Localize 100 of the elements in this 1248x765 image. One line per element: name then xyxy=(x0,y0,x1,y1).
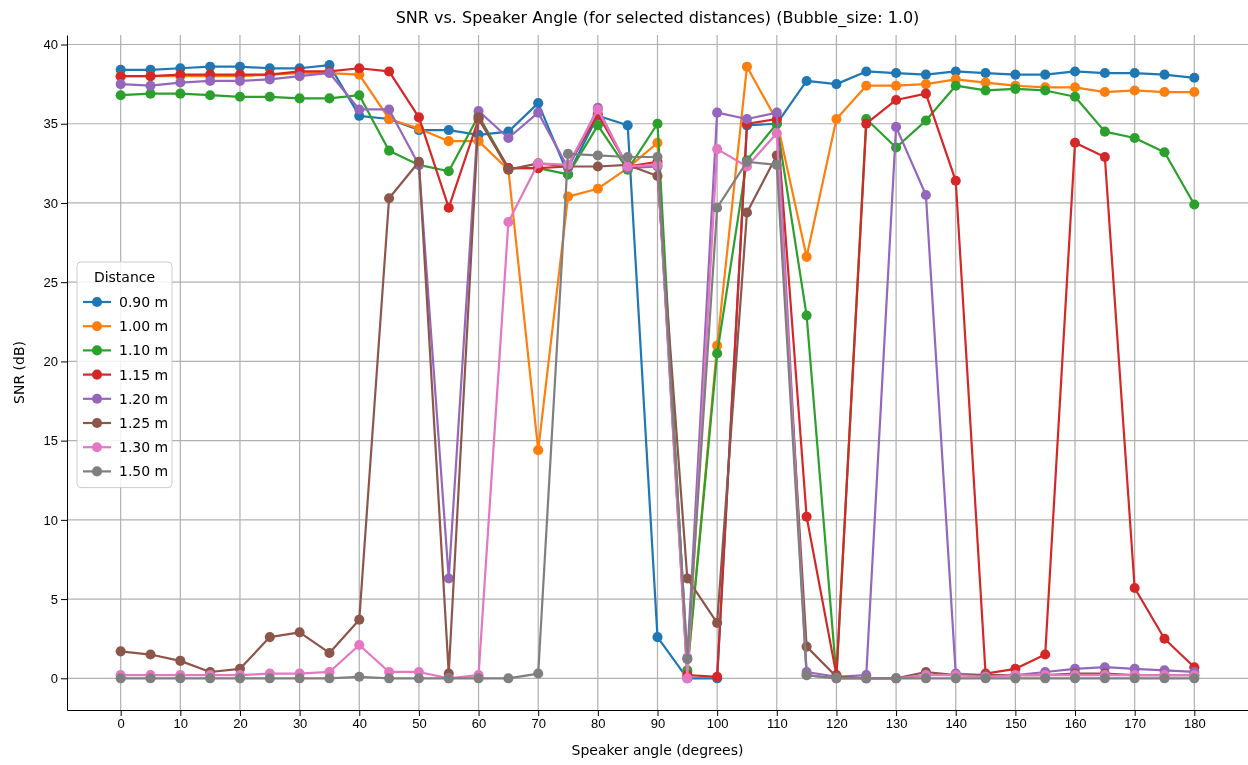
point xyxy=(264,632,275,643)
point xyxy=(443,202,454,213)
point xyxy=(1040,649,1051,660)
point xyxy=(1189,87,1200,98)
point xyxy=(145,80,156,91)
point xyxy=(712,348,723,359)
legend-label: 1.25 m xyxy=(119,415,169,431)
point xyxy=(115,90,126,101)
point xyxy=(384,673,395,684)
point xyxy=(503,673,514,684)
point xyxy=(354,640,365,651)
point xyxy=(443,573,454,584)
x-tick-label: 90 xyxy=(650,716,666,732)
point xyxy=(801,75,812,86)
x-tick-label: 120 xyxy=(826,716,848,732)
point xyxy=(891,80,902,91)
y-tick-label: 20 xyxy=(43,354,58,370)
point xyxy=(1010,69,1021,80)
legend-label: 1.20 m xyxy=(119,390,169,407)
point xyxy=(503,132,514,144)
x-tick-label: 50 xyxy=(412,716,427,732)
point xyxy=(652,632,663,643)
point xyxy=(1159,69,1170,80)
point xyxy=(443,125,454,136)
point xyxy=(771,159,782,170)
point xyxy=(175,88,186,99)
point xyxy=(801,251,812,262)
point xyxy=(920,69,931,80)
point xyxy=(234,91,246,102)
legend-label: 1.15 m xyxy=(119,366,169,383)
point xyxy=(891,67,902,79)
point xyxy=(950,175,961,186)
point xyxy=(562,148,574,159)
point xyxy=(592,161,603,172)
point xyxy=(1069,137,1081,148)
legend-label: 0.90 m xyxy=(119,294,169,310)
point xyxy=(115,79,126,90)
x-tick-label: 110 xyxy=(766,716,788,732)
x-tick-label: 40 xyxy=(352,716,367,732)
y-tick-label: 10 xyxy=(43,512,58,528)
point xyxy=(980,85,991,96)
point xyxy=(801,310,812,321)
legend-label: 1.50 m xyxy=(119,463,169,480)
point xyxy=(324,673,335,684)
x-tick-label: 140 xyxy=(945,716,968,732)
point xyxy=(861,118,872,129)
point xyxy=(175,655,186,666)
x-tick-label: 70 xyxy=(531,716,546,732)
x-tick-label: 160 xyxy=(1064,716,1087,732)
x-axis-title: Speaker angle (degrees) xyxy=(571,742,744,758)
x-tick-label: 180 xyxy=(1183,716,1206,732)
point xyxy=(324,647,335,658)
x-tick-label: 0 xyxy=(117,716,125,732)
point xyxy=(205,90,216,101)
point xyxy=(1069,82,1081,93)
point xyxy=(205,75,216,86)
point xyxy=(413,112,424,123)
point xyxy=(533,668,544,679)
point xyxy=(1069,66,1081,77)
point xyxy=(145,649,156,660)
point xyxy=(294,673,305,684)
point xyxy=(384,104,395,115)
point xyxy=(324,93,335,104)
point xyxy=(920,115,931,126)
point xyxy=(741,113,753,125)
point xyxy=(831,79,842,90)
point xyxy=(920,190,931,201)
point xyxy=(503,216,514,228)
point xyxy=(413,673,424,684)
point xyxy=(771,128,782,139)
point xyxy=(801,511,812,522)
x-tick-label: 150 xyxy=(1005,716,1027,732)
point xyxy=(384,66,395,77)
x-tick-label: 100 xyxy=(706,716,729,732)
point xyxy=(1129,85,1140,96)
point xyxy=(1129,132,1140,144)
point xyxy=(354,614,365,625)
point xyxy=(980,67,991,79)
point xyxy=(920,79,931,90)
point xyxy=(443,166,454,177)
point xyxy=(533,107,544,118)
point xyxy=(622,151,633,163)
point xyxy=(234,75,246,86)
legend-label: 1.10 m xyxy=(119,342,169,359)
point xyxy=(533,445,544,456)
point xyxy=(891,94,902,105)
x-tick-label: 170 xyxy=(1124,716,1147,732)
y-tick-label: 30 xyxy=(43,195,58,211)
legend-label: 1.00 m xyxy=(119,318,169,335)
x-tick-label: 130 xyxy=(885,716,908,732)
point xyxy=(1159,633,1170,644)
point xyxy=(712,144,723,155)
y-tick-label: 15 xyxy=(43,433,58,449)
point xyxy=(741,207,753,218)
point xyxy=(741,61,753,72)
point xyxy=(384,193,395,204)
point xyxy=(1099,151,1110,163)
point xyxy=(384,145,395,156)
point xyxy=(294,627,305,638)
point xyxy=(861,80,872,91)
